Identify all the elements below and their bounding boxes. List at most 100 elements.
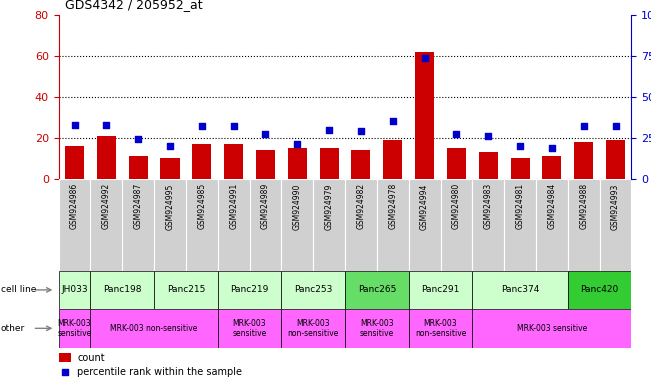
Bar bbox=[59, 309, 90, 348]
Text: GSM924980: GSM924980 bbox=[452, 183, 461, 229]
Text: cell line: cell line bbox=[1, 285, 36, 295]
Bar bbox=[542, 156, 561, 179]
Point bbox=[483, 133, 493, 139]
Text: GSM924984: GSM924984 bbox=[547, 183, 557, 229]
Bar bbox=[447, 148, 466, 179]
Text: GSM924994: GSM924994 bbox=[420, 183, 429, 230]
Text: GSM924985: GSM924985 bbox=[197, 183, 206, 229]
Bar bbox=[510, 158, 530, 179]
Text: GSM924988: GSM924988 bbox=[579, 183, 589, 229]
Point bbox=[451, 131, 462, 137]
Bar bbox=[97, 136, 116, 179]
Bar bbox=[192, 144, 212, 179]
Point bbox=[165, 143, 175, 149]
Text: Panc219: Panc219 bbox=[230, 285, 269, 295]
Bar bbox=[59, 179, 90, 271]
Bar bbox=[90, 271, 154, 309]
Point bbox=[611, 123, 621, 129]
Point bbox=[59, 369, 70, 375]
Point bbox=[419, 55, 430, 61]
Point bbox=[229, 123, 239, 129]
Bar bbox=[154, 271, 217, 309]
Bar bbox=[129, 156, 148, 179]
Text: GSM924979: GSM924979 bbox=[325, 183, 333, 230]
Text: MRK-003
sensitive: MRK-003 sensitive bbox=[360, 319, 394, 338]
Text: GSM924978: GSM924978 bbox=[388, 183, 397, 229]
Text: GSM924995: GSM924995 bbox=[165, 183, 174, 230]
Bar bbox=[473, 309, 631, 348]
Text: Panc215: Panc215 bbox=[167, 285, 205, 295]
Text: GDS4342 / 205952_at: GDS4342 / 205952_at bbox=[65, 0, 202, 12]
Text: MRK-003 sensitive: MRK-003 sensitive bbox=[517, 324, 587, 333]
Bar bbox=[600, 179, 631, 271]
Bar bbox=[574, 142, 593, 179]
Text: MRK-003
non-sensitive: MRK-003 non-sensitive bbox=[415, 319, 466, 338]
Bar bbox=[320, 148, 339, 179]
Text: GSM924991: GSM924991 bbox=[229, 183, 238, 229]
Text: GSM924982: GSM924982 bbox=[357, 183, 365, 229]
Text: GSM924981: GSM924981 bbox=[516, 183, 525, 229]
Point bbox=[292, 141, 303, 147]
Point bbox=[260, 131, 271, 137]
Bar bbox=[473, 179, 504, 271]
Bar bbox=[409, 271, 473, 309]
Bar bbox=[256, 150, 275, 179]
Point bbox=[324, 127, 335, 133]
Text: MRK-003 non-sensitive: MRK-003 non-sensitive bbox=[111, 324, 198, 333]
Point bbox=[547, 144, 557, 151]
Bar bbox=[217, 309, 281, 348]
Text: GSM924983: GSM924983 bbox=[484, 183, 493, 229]
Point bbox=[355, 128, 366, 134]
Bar bbox=[473, 271, 568, 309]
Text: MRK-003
non-sensitive: MRK-003 non-sensitive bbox=[288, 319, 339, 338]
Bar bbox=[504, 179, 536, 271]
Text: GSM924986: GSM924986 bbox=[70, 183, 79, 229]
Text: GSM924990: GSM924990 bbox=[293, 183, 302, 230]
Point bbox=[197, 123, 207, 129]
Text: Panc291: Panc291 bbox=[421, 285, 460, 295]
Bar bbox=[377, 179, 409, 271]
Text: GSM924987: GSM924987 bbox=[133, 183, 143, 229]
Bar bbox=[217, 271, 281, 309]
Bar bbox=[224, 144, 243, 179]
Bar bbox=[441, 179, 473, 271]
Bar bbox=[345, 309, 409, 348]
Bar bbox=[90, 309, 217, 348]
Bar bbox=[281, 271, 345, 309]
Bar bbox=[281, 179, 313, 271]
Bar bbox=[478, 152, 498, 179]
Bar bbox=[288, 148, 307, 179]
Bar bbox=[352, 150, 370, 179]
Text: MRK-003
sensitive: MRK-003 sensitive bbox=[232, 319, 267, 338]
Bar bbox=[345, 179, 377, 271]
Bar bbox=[345, 271, 409, 309]
Bar bbox=[409, 179, 441, 271]
Text: percentile rank within the sample: percentile rank within the sample bbox=[77, 367, 242, 377]
Text: Panc374: Panc374 bbox=[501, 285, 539, 295]
Bar bbox=[409, 309, 473, 348]
Text: Panc420: Panc420 bbox=[581, 285, 618, 295]
Text: Panc198: Panc198 bbox=[103, 285, 141, 295]
Bar bbox=[281, 309, 345, 348]
Text: GSM924992: GSM924992 bbox=[102, 183, 111, 229]
Bar bbox=[568, 271, 631, 309]
Bar bbox=[606, 140, 625, 179]
Point bbox=[387, 118, 398, 124]
Bar bbox=[59, 271, 90, 309]
Bar bbox=[160, 158, 180, 179]
Text: MRK-003
sensitive: MRK-003 sensitive bbox=[57, 319, 92, 338]
Text: GSM924989: GSM924989 bbox=[261, 183, 270, 229]
Bar bbox=[122, 179, 154, 271]
Point bbox=[101, 122, 111, 128]
Point bbox=[69, 122, 79, 128]
Bar bbox=[249, 179, 281, 271]
Bar bbox=[154, 179, 186, 271]
Bar bbox=[415, 52, 434, 179]
Bar bbox=[65, 146, 84, 179]
Text: count: count bbox=[77, 353, 105, 362]
Point bbox=[133, 136, 143, 142]
Text: other: other bbox=[1, 324, 25, 333]
Text: Panc265: Panc265 bbox=[357, 285, 396, 295]
Bar bbox=[90, 179, 122, 271]
Text: GSM924993: GSM924993 bbox=[611, 183, 620, 230]
